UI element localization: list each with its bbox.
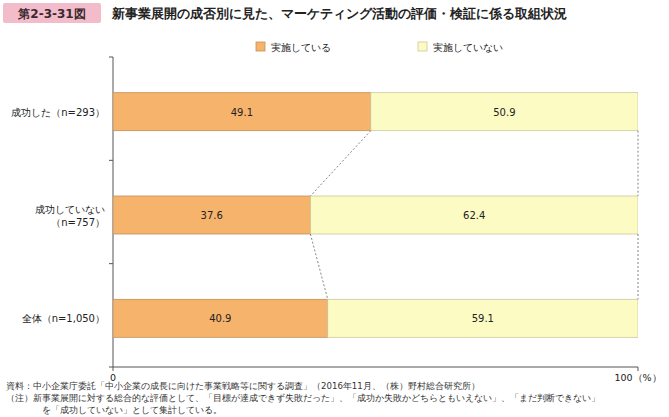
category-separator-tick	[109, 160, 113, 161]
chart-svg: 第2-3-31図 新事業展開の成否別に見た、マーケティング活動の評価・検証に係る取…	[0, 0, 669, 417]
bar-segment	[113, 196, 310, 234]
category-label: 全体（n=1,050）	[22, 313, 105, 324]
bar-segment	[113, 93, 371, 131]
category-separator-tick	[109, 57, 113, 58]
annotation: を「成功していない」として集計している。	[42, 405, 222, 415]
x-tick	[638, 367, 639, 371]
legend-label: 実施している	[271, 42, 331, 53]
bar-segment	[310, 196, 638, 234]
category-label: 成功していない（n=757）	[35, 204, 105, 228]
bar-segment	[113, 299, 328, 337]
annotation: 資料：中小企業庁委託「中小企業の成長に向けた事業戦略等に関する調査」（2016年…	[6, 381, 480, 391]
category-label: 成功した（n=293）	[11, 107, 105, 118]
connector	[310, 234, 327, 299]
data-label: 37.6	[201, 210, 223, 221]
x-tick-label: 100（%）	[614, 372, 661, 383]
figure-number: 第2-3-31図	[17, 7, 85, 21]
data-label: 50.9	[493, 107, 515, 118]
data-label: 49.1	[231, 107, 253, 118]
bar-segment	[371, 93, 638, 131]
x-axis-line	[113, 367, 638, 368]
category-separator-tick	[109, 367, 113, 368]
data-label: 40.9	[209, 313, 231, 324]
legend-label: 実施していない	[433, 42, 503, 53]
data-label: 59.1	[472, 313, 494, 324]
data-labels: 49.1 50.9 37.6 62.4 40.9 59.1	[201, 107, 516, 325]
data-label: 62.4	[463, 210, 485, 221]
connector	[638, 131, 639, 196]
category-separator-tick	[109, 263, 113, 264]
annotation: （注）新事業展開に対する総合的な評価として、「目標が達成できず失敗だった」、「成…	[6, 393, 600, 403]
connector	[638, 234, 639, 299]
bars	[113, 93, 638, 338]
bar-segment	[328, 299, 638, 337]
figure-number-box	[3, 3, 101, 23]
chart-title: 新事業展開の成否別に見た、マーケティング活動の評価・検証に係る取組状況	[111, 6, 567, 21]
connector	[310, 131, 370, 196]
x-tick	[113, 367, 114, 371]
legend-swatch	[256, 42, 265, 51]
legend-swatch	[418, 42, 427, 51]
chart-container: 第2-3-31図 新事業展開の成否別に見た、マーケティング活動の評価・検証に係る取…	[0, 0, 669, 417]
